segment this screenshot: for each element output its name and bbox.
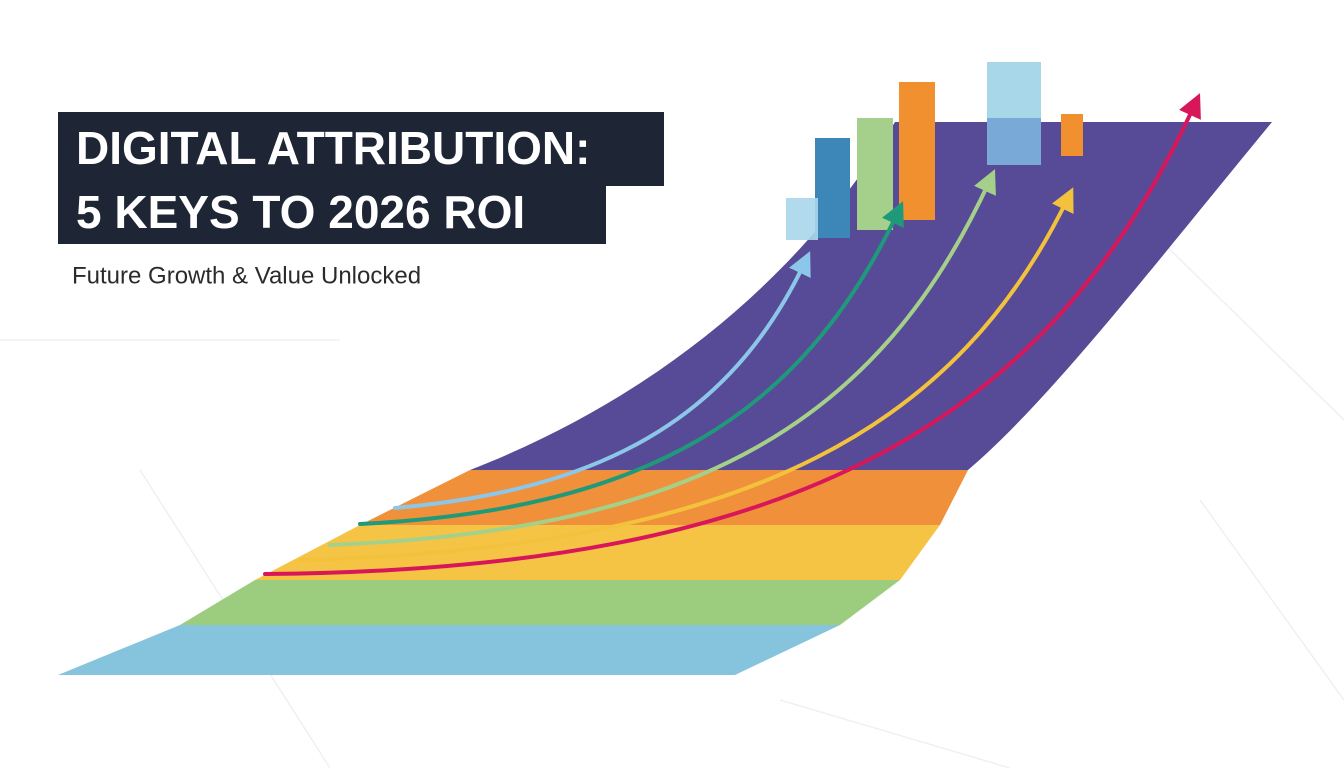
title-line: 5 KEYS TO 2026 ROI <box>76 186 525 238</box>
title-box <box>58 186 606 244</box>
arrows <box>263 93 1201 576</box>
green-band <box>180 580 900 625</box>
bars <box>786 62 1083 240</box>
subtitle: Future Growth & Value Unlocked <box>72 262 421 289</box>
title-box <box>58 112 664 186</box>
blue-band <box>58 625 840 675</box>
title-line: DIGITAL ATTRIBUTION: <box>76 122 590 174</box>
